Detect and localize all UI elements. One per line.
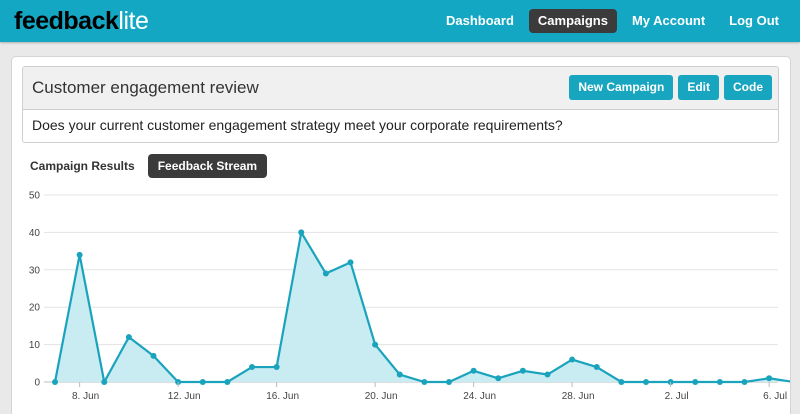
data-point [52, 379, 58, 385]
new-campaign-button[interactable]: New Campaign [569, 75, 674, 100]
data-point [495, 375, 502, 382]
x-tick-label: 12. Jun [168, 391, 201, 402]
x-tick-label: 16. Jun [266, 391, 299, 402]
campaign-header: Customer engagement review New Campaign … [22, 66, 779, 143]
brand-main: feedback [14, 7, 119, 35]
main-nav: Dashboard Campaigns My Account Log Out [437, 9, 788, 33]
data-point [347, 259, 354, 266]
data-point [766, 375, 773, 382]
code-button[interactable]: Code [724, 75, 772, 100]
data-point [150, 352, 157, 359]
data-point [199, 379, 206, 385]
y-tick-label: 40 [29, 228, 41, 239]
data-point [569, 356, 576, 363]
data-point [741, 379, 748, 385]
data-point [224, 379, 231, 385]
data-point [273, 364, 280, 371]
edit-button[interactable]: Edit [678, 75, 719, 100]
nav-item-campaigns[interactable]: Campaigns [528, 9, 617, 33]
data-point [396, 371, 403, 378]
nav-item-log-out[interactable]: Log Out [729, 13, 779, 28]
y-tick-label: 20 [29, 303, 41, 314]
nav-item-my-account[interactable]: My Account [631, 13, 706, 28]
data-point [446, 379, 452, 385]
data-point [421, 379, 428, 385]
data-point [643, 379, 649, 385]
x-tick-label: 6. Jul [763, 391, 787, 402]
tab-feedback-stream[interactable]: Feedback Stream [147, 154, 268, 178]
data-point [618, 379, 625, 385]
campaign-results-chart: 0 10 20 30 40 50 8. Jun 12. Jun 16. Jun 20. Jun 24… [29, 191, 790, 402]
content-panel: Customer engagement review New Campaign … [11, 56, 791, 414]
x-tick-label: 20. Jun [365, 391, 398, 402]
data-point [249, 364, 255, 371]
brand-accent: lite [118, 7, 149, 35]
nav-item-dashboard[interactable]: Dashboard [445, 13, 514, 28]
x-tick-label: 8. Jun [72, 391, 99, 402]
brand-logo[interactable]: feedbacklite [14, 6, 149, 36]
y-tick-label: 10 [29, 340, 41, 351]
y-tick-label: 50 [29, 191, 41, 202]
x-tick-label: 24. Jun [463, 391, 496, 402]
series-area-fill [55, 232, 790, 382]
y-tick-label: 0 [34, 378, 40, 389]
data-point [716, 379, 723, 385]
data-point [519, 367, 526, 374]
tab-campaign-results[interactable]: Campaign Results [30, 159, 135, 173]
data-point [76, 251, 83, 258]
data-point [593, 364, 600, 371]
campaign-header-bar: Customer engagement review New Campaign … [23, 67, 778, 110]
data-point [322, 270, 329, 277]
top-navigation-bar: feedbacklite Dashboard Campaigns My Acco… [0, 0, 800, 42]
y-tick-label: 30 [29, 265, 41, 276]
campaign-actions: New Campaign Edit Code [569, 75, 772, 100]
campaign-title: Customer engagement review [32, 78, 259, 97]
data-point [372, 341, 379, 348]
result-tabs: Campaign Results Feedback Stream [30, 154, 268, 178]
x-tick-label: 2. Jul [665, 391, 689, 402]
data-point [544, 371, 551, 378]
x-tick-label: 28. Jun [562, 391, 595, 402]
campaign-question: Does your current customer engagement st… [32, 117, 563, 133]
data-point [125, 334, 132, 341]
data-point [101, 379, 108, 385]
data-point [470, 367, 477, 374]
data-point [692, 379, 699, 385]
data-point [298, 229, 305, 236]
